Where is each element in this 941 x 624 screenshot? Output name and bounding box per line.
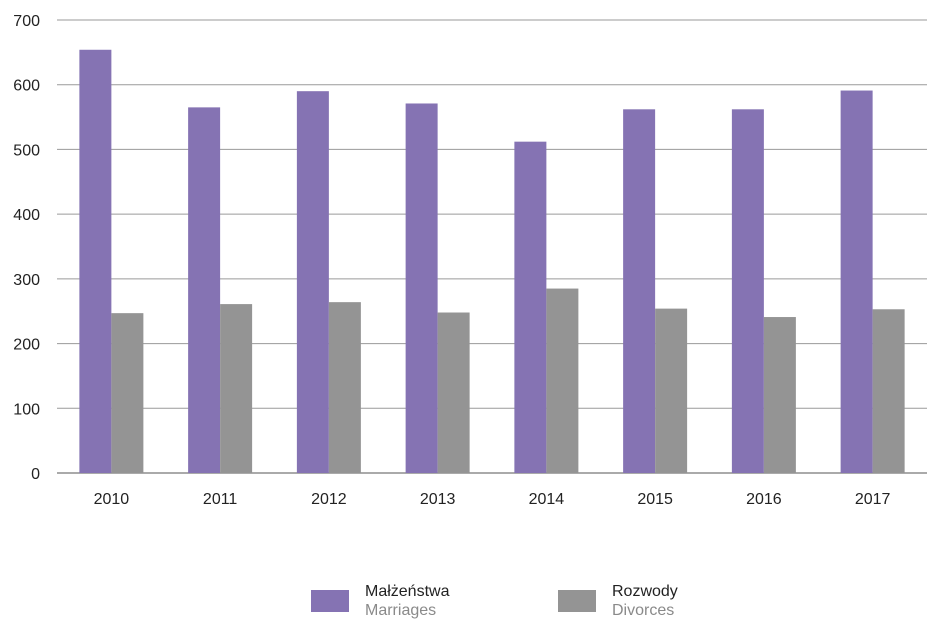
bar-marriages (731, 109, 764, 473)
y-tick-label: 300 (13, 272, 40, 289)
bar-marriages (514, 141, 547, 474)
bar-marriages (79, 49, 112, 474)
x-tick-label: 2017 (855, 491, 891, 508)
bar-divorces (546, 288, 579, 473)
x-tick-label: 2014 (529, 491, 565, 508)
y-tick-label: 200 (13, 337, 40, 354)
legend-sublabel-divorces: Divorces (612, 602, 675, 619)
legend-label-divorces: Rozwody (612, 583, 678, 600)
bar-divorces (111, 313, 144, 473)
legend-item-marriages: Małżeństwa Marriages (311, 582, 449, 620)
y-tick-label: 0 (31, 466, 40, 483)
bar-marriages (296, 91, 329, 473)
bar-marriages (188, 107, 221, 473)
y-tick-label: 700 (13, 13, 40, 30)
bar-divorces (220, 304, 253, 473)
legend: Małżeństwa Marriages Rozwody Divorces (0, 582, 941, 622)
legend-swatch-marriages (311, 590, 349, 612)
legend-item-divorces: Rozwody Divorces (558, 582, 678, 620)
bar-divorces (763, 317, 796, 473)
y-tick-label: 400 (13, 207, 40, 224)
x-tick-label: 2011 (203, 491, 238, 508)
bar-divorces (437, 312, 470, 473)
y-tick-label: 500 (13, 142, 40, 159)
bar-divorces (872, 309, 905, 473)
x-tick-label: 2015 (637, 491, 673, 508)
legend-sublabel-marriages: Marriages (365, 602, 437, 619)
bar-divorces (328, 302, 361, 473)
x-tick-label: 2016 (746, 491, 782, 508)
x-tick-label: 2012 (311, 491, 347, 508)
y-tick-label: 600 (13, 78, 40, 95)
x-tick-label: 2010 (94, 491, 130, 508)
legend-swatch-divorces (558, 590, 596, 612)
x-tick-label: 2013 (420, 491, 456, 508)
legend-label-marriages: Małżeństwa (365, 583, 450, 600)
bar-marriages (840, 90, 873, 473)
bar-divorces (655, 308, 688, 473)
y-tick-label: 100 (13, 401, 40, 418)
bar-marriages (623, 109, 656, 473)
bar-chart-plot: 0 100 200 300 400 500 600 700 2010 2011 2012 2013 20… (13, 13, 927, 508)
bar-marriages (405, 103, 438, 473)
